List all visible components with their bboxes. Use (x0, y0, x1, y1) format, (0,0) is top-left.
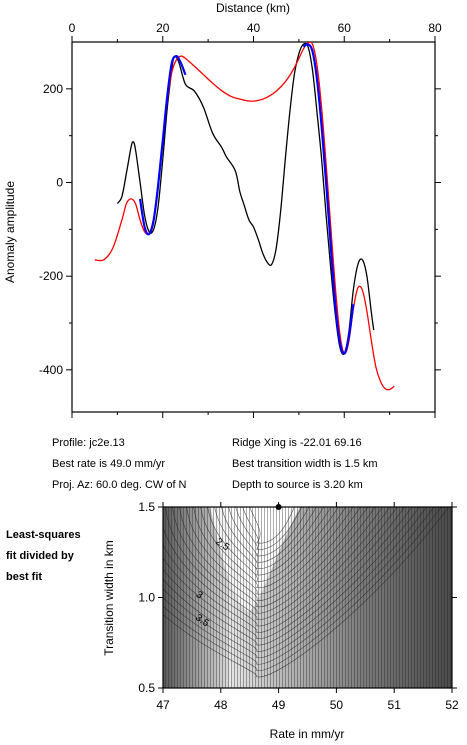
y-tick-label: 0 (56, 176, 63, 190)
y-tick-label: -200 (39, 269, 63, 283)
y-tick-label: 200 (43, 82, 63, 96)
contour-line (163, 507, 391, 627)
top-axis-ticks: 0 20 40 60 80 200 0 -200 -400 (39, 21, 442, 418)
y-tick-label: 1.5 (138, 500, 155, 514)
x-tick-label: 50 (330, 698, 344, 712)
y-tick-label: -400 (39, 363, 63, 377)
y-tick-label: 1.0 (138, 591, 155, 605)
x-tick-label: 51 (388, 698, 402, 712)
x-tick-label: 47 (156, 698, 170, 712)
x-tick-label: 20 (156, 21, 170, 35)
contour-line (193, 507, 354, 595)
contour-label: 3 (194, 589, 205, 601)
x-tick-label: 0 (69, 21, 76, 35)
best-rate-info: Best rate is 49.0 mm/yr (52, 458, 166, 470)
caption-line: fit divided by (6, 550, 74, 562)
x-tick-label: 49 (272, 698, 286, 712)
y-tick-label: 0.5 (138, 681, 155, 695)
bottom-xlabel: Rate in mm/yr (270, 727, 345, 741)
bottom-ylabel: Transition width in km (102, 540, 116, 656)
best-width-info: Best transition width is 1.5 km (232, 458, 378, 470)
contour-line (165, 507, 383, 620)
colour-scale-caption: Least-squares fit divided by best fit (6, 525, 81, 588)
contour-line (179, 507, 369, 607)
contour-line (163, 507, 442, 671)
contour-line (163, 507, 449, 678)
x-tick-label: 80 (428, 21, 442, 35)
contour-line (214, 507, 332, 576)
depth-info: Depth to source is 3.20 km (232, 479, 363, 491)
contour-line (163, 507, 398, 633)
bottom-axis-ticks: 47 48 49 50 51 52 1.5 1.0 0.5 (138, 500, 459, 712)
caption-line: best fit (6, 571, 43, 583)
top-xlabel: Distance (km) (216, 1, 290, 15)
contour-line (200, 507, 347, 588)
caption-line: Least-squares (6, 529, 81, 541)
contour-line (207, 507, 339, 582)
projection-azimuth-info: Proj. Az: 60.0 deg. CW of N (52, 479, 187, 491)
fit-window-line (139, 43, 355, 355)
contour-line (186, 507, 361, 601)
contour-line (172, 507, 376, 614)
contour-line (163, 507, 435, 665)
contour-line (163, 507, 420, 652)
x-tick-label: 52 (445, 698, 459, 712)
x-tick-label: 48 (214, 698, 228, 712)
misfit-contour-map (163, 507, 452, 688)
contour-line (163, 507, 427, 658)
contour-line (163, 507, 413, 646)
profile-info: Profile: jc2e.13 (52, 437, 125, 449)
x-tick-label: 60 (338, 21, 352, 35)
x-tick-label: 40 (247, 21, 261, 35)
best-fit-marker (275, 504, 282, 510)
contour-line (163, 507, 405, 639)
ridge-crossing-info: Ridge Xing is -22.01 69.16 (232, 437, 362, 449)
contour-line (235, 507, 310, 557)
contour-line (221, 507, 325, 569)
top-ylabel: Anomaly amplitude (3, 181, 17, 283)
contour-line (242, 507, 302, 550)
contour-line (249, 507, 295, 544)
